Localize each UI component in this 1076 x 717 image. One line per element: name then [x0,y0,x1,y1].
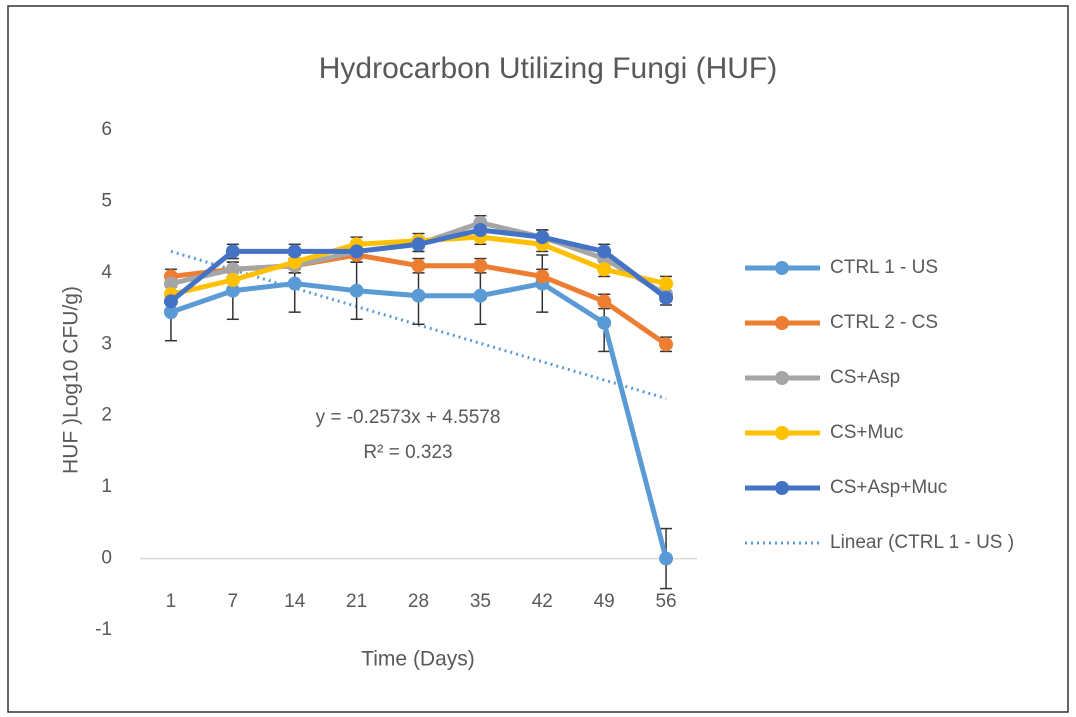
x-tick-label: 42 [532,591,553,612]
x-tick-label: 14 [284,591,306,612]
legend-marker [775,426,789,440]
x-tick-label: 49 [594,591,615,612]
data-point [659,290,674,305]
data-point [535,230,550,245]
y-tick-label: 6 [101,119,112,140]
y-axis-label: HUF )Log10 CFU/g) [60,286,83,474]
x-tick-label: 28 [408,591,429,612]
x-tick-label: 35 [470,591,491,612]
y-tick-label: 1 [101,476,112,497]
data-point [349,244,364,259]
y-tick-label: 4 [101,262,112,283]
legend-marker [775,371,789,385]
data-point [163,294,178,309]
legend-marker [775,316,789,330]
legend-label: Linear (CTRL 1 - US ) [830,532,1014,553]
data-point [659,551,674,566]
legend-marker [775,261,789,275]
data-point [535,269,550,284]
data-point [411,258,426,273]
data-point [163,305,178,320]
y-tick-label: 2 [101,405,112,426]
data-point [411,288,426,303]
chart-frame [7,5,1069,713]
x-tick-label: 56 [655,591,676,612]
x-axis-label: Time (Days) [361,648,475,671]
data-point [287,255,302,270]
y-tick-label: -1 [95,619,112,640]
data-point [225,244,240,259]
data-point [473,223,488,237]
data-point [225,273,240,287]
legend-marker [775,481,789,495]
data-point [287,244,302,259]
data-point [597,244,612,259]
data-point [473,258,488,273]
x-tick-label: 1 [166,591,177,612]
y-tick-label: 0 [101,548,112,569]
data-point [659,337,674,352]
x-tick-label: 21 [346,591,367,612]
data-point [225,283,240,298]
data-point [473,288,488,303]
data-point [411,237,426,252]
data-point [225,262,240,277]
data-point [287,276,302,291]
y-tick-label: 5 [101,190,112,211]
legend-label: CS+Asp+Muc [830,477,947,498]
data-point [597,262,612,277]
data-point [659,276,674,291]
data-point [597,315,612,330]
x-tick-label: 7 [228,591,239,612]
legend-label: CS+Asp [830,367,900,388]
legend-label: CS+Muc [830,422,903,443]
legend-label: CTRL 1 - US [830,257,938,278]
data-point [163,276,178,291]
legend-label: CTRL 2 - CS [830,312,938,333]
data-point [597,294,612,309]
chart-title: Hydrocarbon Utilizing Fungi (HUF) [319,52,777,85]
annotation: R² = 0.323 [363,442,452,463]
y-tick-label: 3 [101,333,112,354]
data-point [349,283,364,298]
annotation: y = -0.2573x + 4.5578 [316,407,501,428]
